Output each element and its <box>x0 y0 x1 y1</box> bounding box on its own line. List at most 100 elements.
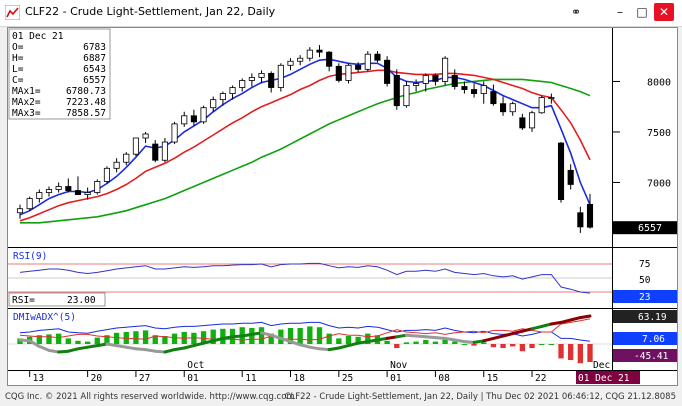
adx-segment <box>317 347 331 352</box>
candle <box>490 84 497 106</box>
candle-body <box>84 192 91 195</box>
candle-body <box>557 142 565 201</box>
adx-segment <box>47 348 61 354</box>
minimize-icon[interactable]: – <box>617 5 623 19</box>
status-bar: CQG Inc. © 2021 All rights reserved worl… <box>0 388 682 406</box>
candle-body <box>161 141 168 161</box>
adx-segment <box>18 338 32 343</box>
candle-body <box>364 53 371 70</box>
dmi-histogram-bar <box>548 344 555 345</box>
dmi-histogram-bar <box>568 344 574 360</box>
link-icon[interactable]: ⚭ <box>570 5 582 19</box>
dmi-label: DMIwADX^(5) <box>13 312 76 323</box>
candle-body <box>287 60 294 66</box>
dmi-histogram-bar <box>133 331 139 344</box>
x-month-label: Dec <box>593 360 610 371</box>
adx-segment <box>559 318 573 324</box>
candle <box>94 179 101 195</box>
dmi-badge-adx <box>613 310 677 323</box>
candle-body <box>200 107 207 123</box>
adx-segment <box>134 347 148 352</box>
candle <box>277 63 284 92</box>
candle-body <box>258 72 265 78</box>
dmi-badge-minus <box>613 349 677 362</box>
dmi-histogram-bar <box>307 326 313 344</box>
candle <box>248 73 255 87</box>
adx-segment <box>37 344 51 352</box>
candle-body <box>268 72 275 88</box>
rsi-tick-50: 50 <box>639 275 651 286</box>
adx-segment <box>144 348 157 353</box>
candle <box>219 91 226 106</box>
candle <box>132 137 139 157</box>
candle-body <box>480 85 487 94</box>
candle <box>258 70 265 84</box>
info-key: C= <box>12 75 24 86</box>
maximize-icon[interactable]: □ <box>636 5 648 19</box>
dmi-histogram-bar <box>326 333 332 344</box>
x-day-label: 25 <box>342 373 353 384</box>
x-day-label: 01 <box>390 373 402 384</box>
candle <box>461 81 468 94</box>
dmi-histogram-bar <box>587 344 593 362</box>
x-day-label: 27 <box>139 373 150 384</box>
adx-segment <box>578 314 592 320</box>
candle <box>432 73 439 86</box>
dmi-histogram-bar <box>278 329 284 344</box>
adx-segment <box>453 338 466 344</box>
candle-body <box>384 59 391 84</box>
dmi-histogram-bar <box>287 328 294 344</box>
adx-segment <box>395 333 408 339</box>
adx-segment <box>202 339 215 345</box>
title-bar[interactable]: CLF22 - Crude Light-Settlement, Jan 22, … <box>0 0 682 27</box>
candle-body <box>374 53 381 61</box>
candle <box>567 164 574 190</box>
dmi-histogram-bar <box>316 327 323 344</box>
close-icon[interactable]: ✕ <box>654 3 674 21</box>
dmi-histogram-bar <box>529 344 535 348</box>
adx-segment <box>511 329 524 336</box>
candle-body <box>413 83 420 86</box>
adx-segment <box>472 339 486 344</box>
info-key: MAx1= <box>12 86 41 97</box>
ohlc-info-box <box>8 28 111 120</box>
adx-segment <box>76 345 90 351</box>
rsi-label: RSI(9) <box>13 251 47 262</box>
chart-area[interactable]: 7000 7500 8000 6557 01 Dec 21 O= 6783 H= 6887 L=… <box>7 27 678 386</box>
candle-body <box>577 212 584 228</box>
rsi-series-line <box>19 262 591 294</box>
candle-body <box>45 189 53 193</box>
adx-segment <box>375 336 389 342</box>
candle <box>142 131 149 144</box>
last-price-badge <box>613 221 677 235</box>
adx-segment <box>105 342 119 348</box>
candle-body <box>132 137 139 155</box>
dmi-histogram-bar <box>355 336 361 344</box>
candle <box>422 73 429 92</box>
adx-segment <box>424 335 437 340</box>
current-date-label: 01 Dec 21 <box>578 373 630 384</box>
candle <box>103 166 111 184</box>
candle-body <box>123 153 130 163</box>
dmi-histogram-bar <box>65 338 71 344</box>
candle <box>451 69 458 90</box>
rsi-last-badge <box>613 290 677 303</box>
candle-body <box>326 51 333 67</box>
candle-body <box>548 97 555 100</box>
adx-segment <box>86 344 99 349</box>
dmi-histogram-bar <box>577 344 583 364</box>
candle <box>65 178 72 193</box>
candle-body <box>471 89 478 94</box>
dmi-histogram-bar <box>268 333 274 344</box>
candle <box>26 196 33 211</box>
candle <box>16 204 24 219</box>
adx-segment <box>530 324 544 331</box>
candle <box>471 83 478 98</box>
candle-body <box>55 186 62 190</box>
candle <box>181 111 188 127</box>
adx-segment <box>385 335 399 340</box>
rsi-readout-value: 23.00 <box>67 295 96 306</box>
candle-body <box>567 169 574 185</box>
